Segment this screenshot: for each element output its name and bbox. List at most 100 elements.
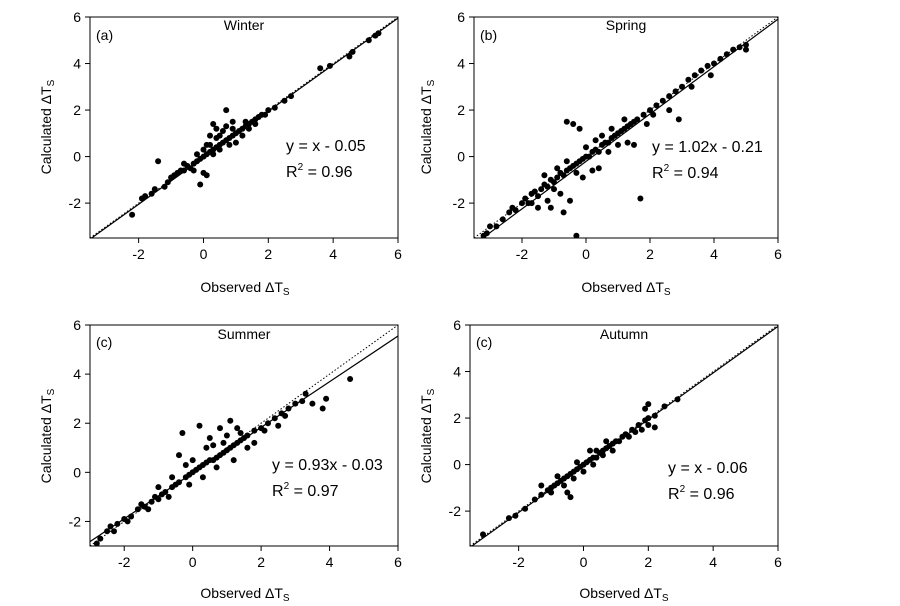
data-point	[162, 489, 169, 495]
data-point	[563, 118, 570, 125]
y-axis-label: Calculated ΔTS	[38, 79, 57, 174]
data-point	[111, 528, 117, 535]
x-tick-label: 4	[709, 554, 717, 570]
data-point	[651, 412, 658, 419]
data-point	[535, 204, 541, 211]
x-tick-labels: -2 0 2 4 6	[118, 554, 402, 570]
data-point	[538, 186, 545, 193]
data-points	[129, 30, 382, 218]
x-tick-label: 6	[394, 246, 402, 262]
data-point	[615, 141, 621, 148]
data-point	[650, 111, 657, 118]
data-point	[124, 518, 131, 525]
data-point	[200, 146, 207, 153]
panel-title: Autumn	[600, 326, 648, 342]
data-point	[638, 426, 645, 433]
data-point	[599, 452, 606, 459]
data-point	[554, 174, 561, 181]
x-tick-label: 6	[774, 246, 782, 262]
data-point	[142, 193, 149, 200]
data-point	[538, 491, 545, 498]
data-point	[499, 216, 506, 223]
y-tick-marks	[85, 16, 90, 204]
panel-title: Summer	[218, 326, 271, 342]
data-point	[674, 396, 681, 403]
data-point	[181, 167, 187, 174]
y-axis-label-subscript: S	[426, 388, 437, 395]
data-point	[593, 447, 600, 454]
x-tick-marks	[138, 238, 399, 243]
y-tick-label: -2	[449, 503, 462, 519]
y-tick-label: -2	[69, 513, 82, 529]
y-tick-marks	[469, 16, 474, 204]
r-squared-value: = 0.96	[303, 164, 352, 181]
plot-frame	[469, 324, 779, 547]
data-point	[522, 505, 529, 512]
data-point	[642, 405, 649, 412]
data-point	[220, 439, 227, 446]
x-axis-label-subscript: S	[283, 593, 290, 604]
data-point	[234, 425, 241, 432]
x-tick-label: 2	[646, 246, 654, 262]
data-point	[583, 144, 589, 151]
data-point	[210, 442, 217, 449]
data-point	[213, 125, 220, 132]
data-point	[645, 401, 652, 408]
data-point	[229, 118, 236, 125]
x-tick-label: 6	[774, 554, 782, 570]
data-point	[213, 464, 220, 471]
y-tick-label: 4	[73, 366, 81, 382]
data-point	[319, 405, 326, 412]
data-point	[285, 405, 292, 412]
data-point	[216, 132, 223, 139]
y-tick-label: 2	[457, 102, 465, 118]
y-tick-label: -2	[69, 195, 82, 211]
data-point	[203, 172, 210, 179]
plot-frame	[89, 324, 399, 547]
x-axis-label-text: Observed ΔT	[200, 585, 283, 601]
y-axis-label-text: Calculated ΔT	[38, 86, 54, 174]
data-point	[219, 128, 226, 134]
data-point	[199, 474, 206, 481]
data-point	[560, 209, 567, 216]
r-squared: R2 = 0.96	[668, 484, 735, 503]
data-point	[216, 146, 223, 153]
x-tick-label: -2	[516, 246, 529, 262]
data-point	[651, 424, 658, 431]
data-point	[574, 459, 580, 466]
data-point	[128, 513, 135, 520]
r-squared: R2 = 0.96	[286, 162, 353, 181]
panel-letter: (c)	[96, 334, 112, 350]
panel-winter: -2 0 2 4 6 -2 0 2 4 6 (a) Winter y = x -…	[38, 9, 402, 298]
data-point	[251, 439, 258, 446]
data-point	[519, 200, 525, 207]
data-point	[531, 188, 538, 195]
data-point	[223, 432, 230, 439]
data-point	[134, 506, 141, 513]
data-point	[506, 209, 513, 216]
x-tick-label: 4	[329, 246, 337, 262]
data-point	[730, 46, 737, 53]
data-point	[590, 461, 597, 468]
y-tick-label: 0	[73, 464, 81, 480]
y-tick-label: 0	[453, 457, 461, 473]
data-point	[661, 403, 668, 410]
data-point	[551, 179, 557, 186]
r-squared: R2 = 0.94	[652, 163, 719, 182]
data-point	[587, 447, 593, 454]
y-tick-label: 2	[73, 415, 81, 431]
y-tick-label: 6	[453, 317, 461, 333]
data-point	[593, 454, 600, 461]
data-point	[317, 65, 324, 72]
x-tick-labels: -2 0 2 4 6	[512, 554, 782, 570]
data-point	[210, 151, 217, 158]
data-point	[647, 107, 653, 114]
data-point	[609, 447, 616, 454]
data-point	[541, 172, 548, 179]
data-point	[271, 104, 278, 111]
data-point	[605, 139, 612, 146]
r-squared-power: 2	[284, 481, 290, 492]
data-point	[563, 158, 570, 165]
data-point	[567, 494, 574, 501]
data-point	[148, 190, 155, 197]
